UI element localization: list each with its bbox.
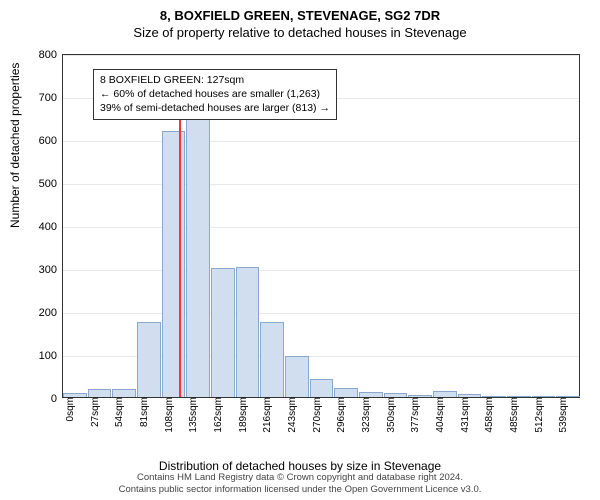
x-tick-label: 323sqm [359, 397, 372, 433]
x-tick-label: 404sqm [433, 397, 446, 433]
y-tick-label: 100 [39, 350, 63, 362]
chart-title-main: 8, BOXFIELD GREEN, STEVENAGE, SG2 7DR [0, 0, 600, 23]
x-tick-label: 377sqm [408, 397, 421, 433]
x-tick-label: 135sqm [186, 397, 199, 433]
footer-line-2: Contains public sector information licen… [0, 484, 600, 496]
x-tick-label: 512sqm [532, 397, 545, 433]
histogram-bar [88, 389, 112, 397]
histogram-bar [260, 322, 284, 397]
x-tick-label: 54sqm [112, 397, 125, 427]
x-tick-label: 458sqm [482, 397, 495, 433]
histogram-bar [186, 113, 210, 397]
y-tick-label: 0 [51, 393, 63, 405]
x-tick-label: 270sqm [310, 397, 323, 433]
histogram-bar [310, 379, 334, 397]
x-tick-label: 0sqm [63, 397, 76, 421]
y-tick-label: 300 [39, 264, 63, 276]
x-tick-label: 350sqm [384, 397, 397, 433]
annotation-line: ← 60% of detached houses are smaller (1,… [100, 87, 330, 101]
grid-line [63, 227, 579, 228]
x-tick-label: 81sqm [137, 397, 150, 427]
annotation-line: 8 BOXFIELD GREEN: 127sqm [100, 73, 330, 87]
x-tick-label: 296sqm [334, 397, 347, 433]
x-tick-label: 485sqm [507, 397, 520, 433]
x-tick-label: 162sqm [211, 397, 224, 433]
x-tick-label: 431sqm [458, 397, 471, 433]
x-axis-label: Distribution of detached houses by size … [0, 459, 600, 473]
y-tick-label: 200 [39, 307, 63, 319]
x-tick-label: 108sqm [162, 397, 175, 433]
histogram-bar [236, 267, 260, 397]
x-tick-label: 243sqm [285, 397, 298, 433]
y-tick-label: 600 [39, 135, 63, 147]
chart-plot-area: 01002003004005006007008000sqm27sqm54sqm8… [62, 54, 580, 398]
grid-line [63, 184, 579, 185]
grid-line [63, 55, 579, 56]
chart-title-sub: Size of property relative to detached ho… [0, 23, 600, 40]
y-tick-label: 500 [39, 178, 63, 190]
annotation-box: 8 BOXFIELD GREEN: 127sqm← 60% of detache… [93, 69, 337, 120]
y-axis-label: Number of detached properties [8, 63, 22, 228]
grid-line [63, 313, 579, 314]
x-tick-label: 539sqm [556, 397, 569, 433]
x-tick-label: 189sqm [236, 397, 249, 433]
property-marker-line [179, 113, 181, 397]
histogram-bar [162, 131, 186, 397]
grid-line [63, 141, 579, 142]
histogram-bar [211, 268, 235, 397]
x-tick-label: 216sqm [260, 397, 273, 433]
chart-footer: Contains HM Land Registry data © Crown c… [0, 472, 600, 496]
histogram-bar [112, 389, 136, 397]
y-tick-label: 800 [39, 49, 63, 61]
x-tick-label: 27sqm [88, 397, 101, 427]
y-tick-label: 400 [39, 221, 63, 233]
histogram-bar [137, 322, 161, 397]
y-tick-label: 700 [39, 92, 63, 104]
annotation-line: 39% of semi-detached houses are larger (… [100, 101, 330, 115]
histogram-bar [334, 388, 358, 397]
histogram-bar [285, 356, 309, 397]
footer-line-1: Contains HM Land Registry data © Crown c… [0, 472, 600, 484]
grid-line [63, 270, 579, 271]
